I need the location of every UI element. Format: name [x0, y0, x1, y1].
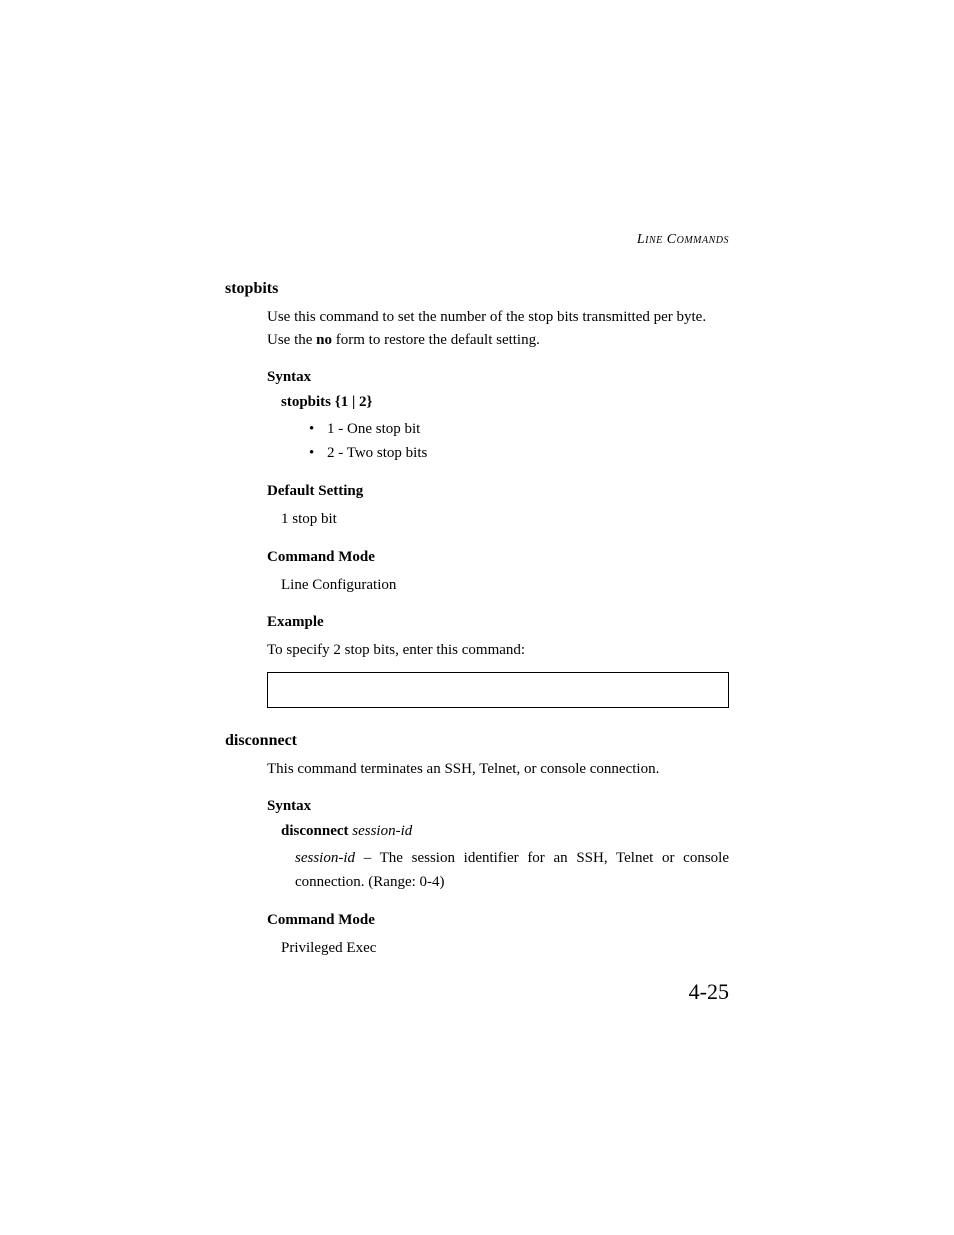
- stopbits-title: stopbits: [225, 280, 729, 298]
- document-page: Line Commands stopbits Use this command …: [0, 0, 954, 1020]
- disconnect-section: disconnect This command terminates an SS…: [225, 732, 729, 960]
- running-header: Line Commands: [637, 232, 729, 248]
- stopbits-syntax-line: stopbits {1 | 2}: [281, 394, 729, 411]
- stopbits-syntax-list: 1 - One stop bit 2 - Two stop bits: [309, 417, 729, 465]
- disconnect-syntax-line: disconnect session-id: [281, 823, 729, 840]
- stopbits-description: Use this command to set the number of th…: [267, 306, 729, 351]
- stopbits-example-codebox: [267, 672, 729, 708]
- disconnect-param-text: session-id – The session identifier for …: [295, 846, 729, 894]
- disconnect-mode-heading: Command Mode: [267, 912, 729, 929]
- disconnect-title: disconnect: [225, 732, 729, 750]
- stopbits-mode-value: Line Configuration: [281, 574, 729, 597]
- stopbits-syntax-heading: Syntax: [267, 369, 729, 386]
- disconnect-syntax-command: disconnect: [281, 823, 349, 839]
- stopbits-example-heading: Example: [267, 614, 729, 631]
- stopbits-desc-part2: form to restore the default setting.: [332, 332, 540, 348]
- page-number: 4-25: [689, 979, 729, 1005]
- stopbits-syntax-command: stopbits: [281, 394, 331, 410]
- stopbits-section: stopbits Use this command to set the num…: [225, 280, 729, 708]
- stopbits-syntax-item-2: 2 - Two stop bits: [309, 441, 729, 465]
- stopbits-syntax-item-1: 1 - One stop bit: [309, 417, 729, 441]
- disconnect-param-italic: session-id: [295, 850, 355, 866]
- stopbits-mode-heading: Command Mode: [267, 549, 729, 566]
- stopbits-default-heading: Default Setting: [267, 483, 729, 500]
- stopbits-default-value: 1 stop bit: [281, 508, 729, 531]
- disconnect-syntax-arg: session-id: [349, 823, 413, 839]
- disconnect-syntax-heading: Syntax: [267, 798, 729, 815]
- disconnect-description: This command terminates an SSH, Telnet, …: [267, 758, 729, 781]
- stopbits-example-desc: To specify 2 stop bits, enter this comma…: [267, 639, 729, 662]
- stopbits-syntax-args: {1 | 2}: [331, 394, 372, 410]
- stopbits-desc-bold: no: [316, 332, 332, 348]
- disconnect-param-desc: – The session identifier for an SSH, Tel…: [295, 850, 729, 890]
- disconnect-mode-value: Privileged Exec: [281, 937, 729, 960]
